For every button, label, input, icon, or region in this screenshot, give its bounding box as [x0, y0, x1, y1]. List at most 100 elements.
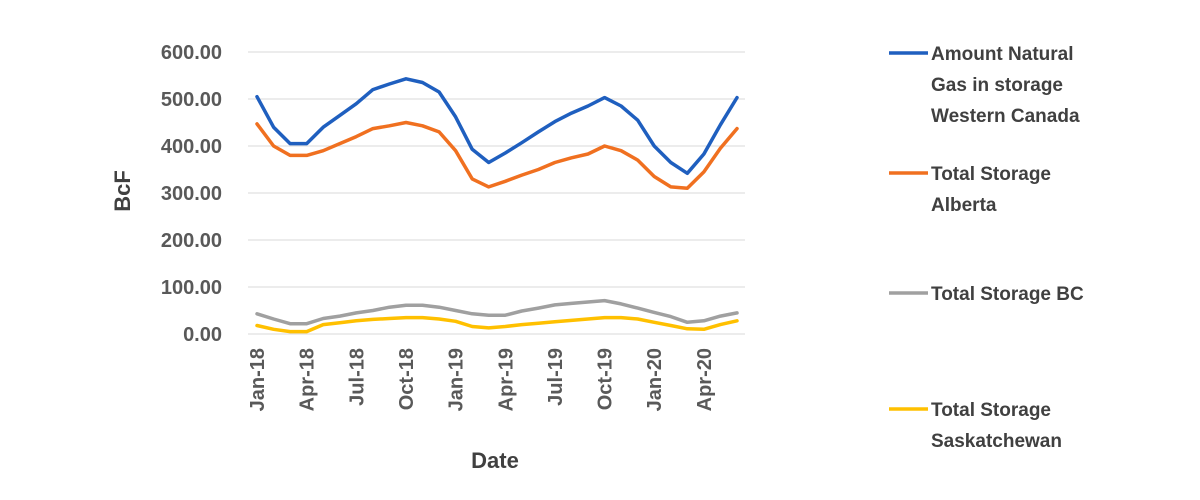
data-point: [619, 104, 623, 108]
data-point: [536, 130, 540, 134]
data-point: [487, 161, 491, 165]
data-point: [503, 179, 507, 183]
data-point: [454, 115, 458, 119]
y-tick-label: 400.00: [161, 136, 222, 158]
data-point: [636, 317, 640, 321]
data-point: [669, 324, 673, 328]
legend-item: Total Storage Saskatchewan: [889, 400, 1062, 452]
data-point: [321, 323, 325, 327]
data-point: [586, 317, 590, 321]
data-point: [272, 327, 276, 331]
data-point: [255, 312, 259, 316]
data-point: [421, 124, 425, 128]
legend-label: Western Canada: [931, 106, 1080, 127]
series-line: [255, 298, 739, 326]
data-point: [354, 311, 358, 315]
x-axis-ticks: Jan-18 Apr-18 Jul-18 Oct-18 Jan-19 Apr-19 Jul-…: [247, 348, 716, 411]
data-point: [603, 316, 607, 320]
x-tick-label: Jul-19: [545, 348, 567, 406]
data-point: [371, 88, 375, 92]
data-point: [354, 135, 358, 139]
legend-item: Amount Natural Gas in storage Western Cana…: [889, 44, 1080, 127]
data-point: [421, 303, 425, 307]
legend-label: Gas in storage: [931, 75, 1063, 96]
series-lines: [255, 77, 739, 334]
data-point: [702, 152, 706, 156]
data-point: [520, 141, 524, 145]
data-point: [437, 305, 441, 309]
data-point: [619, 149, 623, 153]
data-point: [272, 317, 276, 321]
series-group: [255, 298, 739, 326]
data-point: [503, 151, 507, 155]
data-point: [553, 303, 557, 307]
data-point: [421, 81, 425, 85]
data-point: [487, 185, 491, 189]
data-point: [586, 104, 590, 108]
legend-label: Total Storage BC: [931, 284, 1084, 305]
data-point: [470, 325, 474, 329]
data-point: [553, 320, 557, 324]
series-line: [255, 315, 739, 334]
data-point: [321, 149, 325, 153]
y-tick-label: 100.00: [161, 277, 222, 299]
data-point: [669, 315, 673, 319]
series-group: [255, 120, 739, 191]
data-point: [387, 305, 391, 309]
data-point: [718, 314, 722, 318]
series-line: [255, 120, 739, 191]
data-point: [321, 317, 325, 321]
data-point: [305, 330, 309, 334]
data-point: [305, 322, 309, 326]
legend-item: Total Storage BC: [889, 284, 1084, 305]
data-point: [536, 306, 540, 310]
data-point: [255, 122, 259, 126]
data-point: [437, 130, 441, 134]
x-tick-label: Oct-18: [396, 348, 418, 410]
legend-item: Total Storage Alberta: [889, 164, 1051, 216]
data-point: [520, 309, 524, 313]
data-point: [636, 158, 640, 162]
data-point: [371, 127, 375, 131]
data-point: [603, 299, 607, 303]
data-point: [338, 142, 342, 146]
data-point: [570, 301, 574, 305]
data-point: [338, 113, 342, 117]
data-point: [338, 314, 342, 318]
y-tick-label: 600.00: [161, 42, 222, 64]
data-point: [536, 168, 540, 172]
data-point: [470, 147, 474, 151]
data-point: [636, 306, 640, 310]
data-point: [669, 185, 673, 189]
x-tick-label: Apr-18: [297, 348, 319, 411]
series-line: [255, 77, 739, 176]
data-point: [735, 96, 739, 100]
data-point: [685, 320, 689, 324]
data-point: [586, 152, 590, 156]
data-point: [619, 316, 623, 320]
data-point: [437, 90, 441, 94]
data-point: [404, 303, 408, 307]
data-point: [354, 102, 358, 106]
data-point: [570, 318, 574, 322]
data-point: [702, 319, 706, 323]
x-tick-label: Apr-20: [694, 348, 716, 411]
data-point: [371, 317, 375, 321]
data-point: [487, 326, 491, 330]
data-point: [520, 323, 524, 327]
gridlines: [248, 51, 745, 335]
data-point: [288, 153, 292, 157]
data-point: [718, 146, 722, 150]
data-point: [338, 321, 342, 325]
legend-label: Total Storage: [931, 400, 1051, 421]
data-point: [570, 111, 574, 115]
data-point: [288, 330, 292, 334]
data-point: [288, 142, 292, 146]
data-point: [387, 124, 391, 128]
data-point: [404, 77, 408, 81]
data-point: [619, 302, 623, 306]
data-point: [702, 327, 706, 331]
y-axis-ticks: 0.00 100.00 200.00 300.00 400.00 500.00 600.00: [161, 42, 222, 346]
legend-label: Alberta: [931, 195, 997, 216]
